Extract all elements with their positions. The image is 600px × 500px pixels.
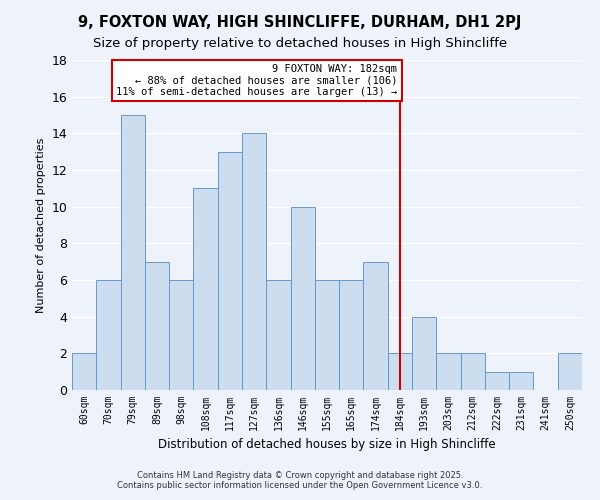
- Bar: [558, 354, 582, 390]
- Bar: [290, 206, 315, 390]
- Bar: [364, 262, 388, 390]
- Bar: [339, 280, 364, 390]
- Bar: [315, 280, 339, 390]
- Y-axis label: Number of detached properties: Number of detached properties: [36, 138, 46, 312]
- Bar: [266, 280, 290, 390]
- Text: 9, FOXTON WAY, HIGH SHINCLIFFE, DURHAM, DH1 2PJ: 9, FOXTON WAY, HIGH SHINCLIFFE, DURHAM, …: [79, 15, 521, 30]
- Bar: [388, 354, 412, 390]
- Bar: [461, 354, 485, 390]
- Bar: [121, 115, 145, 390]
- Bar: [169, 280, 193, 390]
- Text: 9 FOXTON WAY: 182sqm
← 88% of detached houses are smaller (106)
11% of semi-deta: 9 FOXTON WAY: 182sqm ← 88% of detached h…: [116, 64, 397, 97]
- Bar: [242, 134, 266, 390]
- Bar: [218, 152, 242, 390]
- Bar: [485, 372, 509, 390]
- Text: Contains HM Land Registry data © Crown copyright and database right 2025.
Contai: Contains HM Land Registry data © Crown c…: [118, 470, 482, 490]
- Bar: [96, 280, 121, 390]
- Bar: [509, 372, 533, 390]
- Bar: [145, 262, 169, 390]
- Bar: [193, 188, 218, 390]
- Text: Size of property relative to detached houses in High Shincliffe: Size of property relative to detached ho…: [93, 38, 507, 51]
- Bar: [436, 354, 461, 390]
- Bar: [72, 354, 96, 390]
- X-axis label: Distribution of detached houses by size in High Shincliffe: Distribution of detached houses by size …: [158, 438, 496, 452]
- Bar: [412, 316, 436, 390]
